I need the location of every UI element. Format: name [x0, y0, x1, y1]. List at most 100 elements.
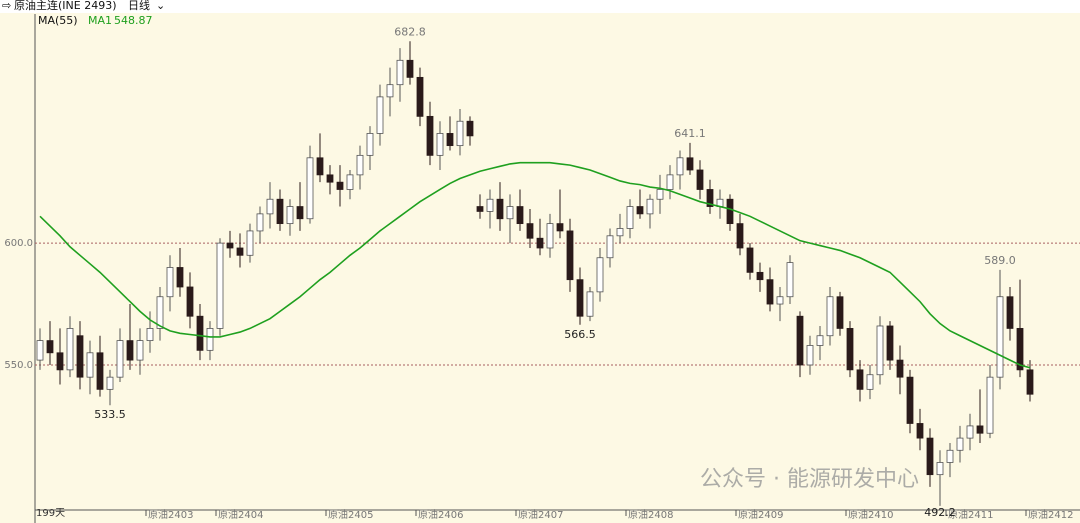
legend-name: MA1 — [88, 14, 112, 27]
candle-body — [256, 213, 264, 232]
candle-body — [356, 154, 364, 176]
candle-body — [796, 315, 804, 366]
x-tick-label: 原油2404 — [218, 508, 263, 521]
candle-body — [946, 449, 954, 463]
candle-body — [186, 286, 194, 317]
candle-body — [426, 115, 434, 156]
candle-body — [496, 198, 504, 220]
candle-body — [266, 198, 274, 215]
candle-body — [866, 374, 874, 390]
candle-body — [526, 223, 534, 239]
menu-icon[interactable]: ⇨ — [2, 0, 11, 12]
candle-body — [446, 133, 454, 147]
candle-body — [766, 279, 774, 305]
candle-body — [736, 223, 744, 249]
watermark: 公众号 · 能源研发中心 — [700, 467, 919, 492]
candle-body — [106, 376, 114, 390]
annotation: 533.5 — [94, 408, 126, 421]
candle-body — [576, 279, 584, 317]
x-tick-label: 原油2412 — [1028, 508, 1073, 521]
candle-body — [686, 157, 694, 171]
x-tick-label: 原油2409 — [738, 508, 783, 521]
candle-body — [566, 230, 574, 281]
candle-body — [396, 59, 404, 86]
days-label: 199天 — [36, 508, 65, 519]
header-bar — [0, 0, 1080, 13]
candle-body — [936, 462, 944, 476]
candle-body — [166, 267, 174, 298]
candle-body — [156, 296, 164, 329]
candle-body — [286, 206, 294, 225]
candle-body — [146, 328, 154, 342]
annotation: 641.1 — [674, 127, 706, 140]
candle-body — [646, 198, 654, 215]
candle-body — [96, 352, 104, 390]
candle-body — [116, 340, 124, 378]
candle-body — [226, 242, 234, 249]
candle-body — [366, 133, 374, 156]
candle-body — [826, 296, 834, 337]
x-tick-label: 原油2407 — [518, 508, 563, 521]
candle-body — [896, 359, 904, 378]
candle-body — [756, 271, 764, 281]
candle-body — [316, 157, 324, 176]
candle-body — [1026, 369, 1034, 395]
candle-body — [676, 157, 684, 176]
candle-body — [456, 120, 464, 147]
candle-body — [626, 206, 634, 229]
x-tick-label: 原油2403 — [148, 508, 193, 521]
candle-body — [176, 267, 184, 288]
candle-body — [46, 340, 54, 354]
candle-body — [436, 133, 444, 156]
candle-body — [666, 174, 674, 190]
candle-body — [416, 76, 424, 117]
annotation: 589.0 — [984, 254, 1016, 267]
candle-body — [956, 437, 964, 451]
ma-line — [39, 161, 1031, 369]
candle-body — [616, 228, 624, 237]
annotation: 566.5 — [564, 328, 596, 341]
legend-value: 548.87 — [114, 14, 153, 27]
candle-body — [406, 59, 414, 78]
candle-body — [236, 247, 244, 256]
candle-body — [726, 198, 734, 225]
candle-body — [986, 376, 994, 434]
candle-body — [966, 425, 974, 439]
candle-body — [596, 257, 604, 293]
x-tick-label: 原油2406 — [418, 508, 463, 521]
candle-body — [376, 96, 384, 134]
x-tick-label: 原油2411 — [948, 508, 993, 521]
period-selector[interactable]: 日线 — [128, 0, 150, 12]
candle-body — [906, 376, 914, 424]
candle-body — [466, 120, 474, 137]
candle-body — [326, 174, 334, 183]
candle-body — [1006, 296, 1014, 329]
annotation: 492.2 — [924, 506, 956, 519]
candle-body — [916, 423, 924, 439]
candle-body — [196, 315, 204, 351]
x-tick-label: 原油2408 — [628, 508, 673, 521]
candle-body — [306, 157, 314, 220]
candle-body — [776, 296, 784, 305]
candle-body — [846, 328, 854, 371]
candle-body — [346, 174, 354, 190]
candle-body — [876, 325, 884, 376]
candle-body — [786, 262, 794, 298]
candle-body — [36, 340, 44, 361]
candle-body — [926, 437, 934, 476]
candle-body — [806, 345, 814, 366]
candle-body — [506, 206, 514, 220]
period-arrow[interactable]: ⌄ — [156, 0, 165, 12]
candle-body — [546, 223, 554, 249]
candle-body — [976, 425, 984, 434]
candle-body — [556, 223, 564, 232]
candle-body — [66, 328, 74, 371]
candle-body — [656, 189, 664, 200]
candle-body — [856, 369, 864, 390]
candle-body — [246, 230, 254, 256]
candle-body — [746, 247, 754, 273]
candle-body — [606, 235, 614, 259]
candle-body — [476, 206, 484, 212]
x-tick-label: 原油2405 — [328, 508, 373, 521]
